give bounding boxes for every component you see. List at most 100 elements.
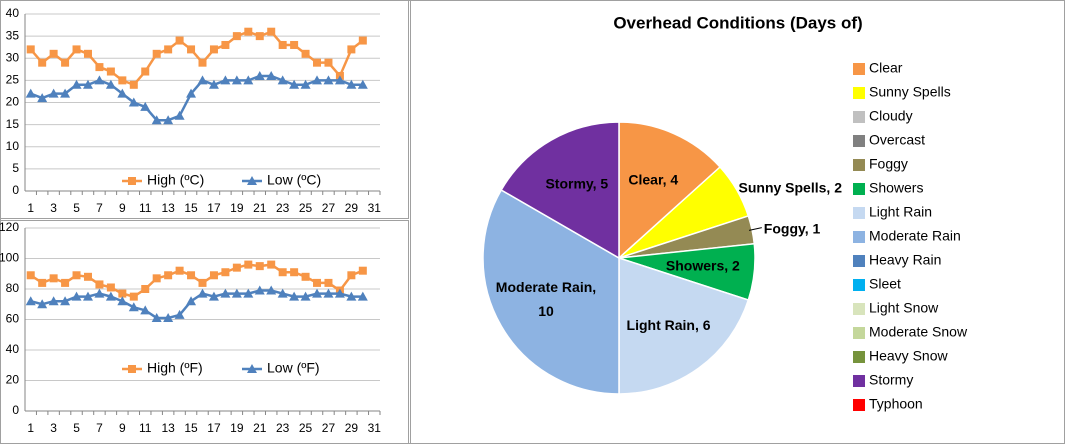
y-tick-label: 0 — [12, 403, 19, 417]
marker — [209, 271, 218, 280]
legend-swatch — [853, 303, 865, 315]
marker — [128, 97, 139, 107]
x-tick-label: 7 — [96, 201, 103, 215]
marker — [266, 285, 277, 295]
marker — [94, 75, 105, 85]
marker — [72, 271, 81, 280]
marker — [255, 32, 264, 41]
marker — [26, 271, 35, 280]
marker — [247, 364, 257, 373]
marker — [300, 79, 311, 89]
marker — [300, 291, 311, 301]
marker — [323, 75, 334, 85]
marker — [25, 296, 36, 306]
x-tick-label: 17 — [207, 201, 221, 215]
marker — [117, 296, 128, 306]
marker — [163, 115, 174, 125]
marker — [301, 272, 310, 281]
x-tick-label: 21 — [253, 421, 267, 435]
y-tick-label: 15 — [6, 117, 20, 131]
x-tick-label: 9 — [119, 421, 126, 435]
marker — [244, 260, 253, 269]
data-label: Light Rain, 6 — [627, 317, 711, 333]
marker — [129, 292, 138, 301]
marker — [82, 79, 93, 89]
marker — [208, 291, 219, 301]
chart-title: Overhead Conditions (Days of) — [613, 13, 862, 32]
marker — [231, 75, 242, 85]
y-tick-label: 120 — [0, 220, 19, 234]
marker — [61, 278, 70, 287]
marker — [198, 58, 207, 67]
marker — [49, 49, 58, 58]
legend-swatch — [853, 135, 865, 147]
marker — [118, 289, 127, 298]
marker — [290, 268, 299, 277]
x-tick-label: 31 — [368, 421, 382, 435]
x-tick-label: 9 — [119, 201, 126, 215]
leader-line — [748, 227, 762, 231]
y-tick-label: 30 — [6, 50, 20, 64]
marker — [94, 288, 105, 298]
marker — [247, 176, 257, 185]
marker — [324, 278, 333, 287]
legend-swatch — [853, 231, 865, 243]
marker — [255, 262, 264, 271]
panel — [0, 220, 409, 444]
x-tick-label: 29 — [345, 201, 359, 215]
marker — [357, 79, 368, 89]
y-tick-label: 100 — [0, 251, 19, 265]
legend-label: Sunny Spells — [869, 84, 951, 100]
legend-label: Showers — [869, 180, 923, 196]
marker — [38, 278, 47, 287]
marker — [290, 40, 299, 49]
y-tick-label: 40 — [6, 342, 20, 356]
legend-label: Heavy Rain — [869, 252, 941, 268]
legend-swatch — [853, 399, 865, 411]
data-label: Moderate Rain, 10 — [496, 279, 596, 319]
marker — [38, 58, 47, 67]
marker — [164, 271, 173, 280]
marker — [151, 312, 162, 322]
marker — [26, 45, 35, 54]
legend-label: Cloudy — [869, 108, 913, 124]
x-tick-label: 23 — [276, 201, 290, 215]
x-tick-label: 31 — [368, 201, 382, 215]
marker — [267, 260, 276, 269]
marker — [128, 177, 136, 185]
marker — [49, 274, 58, 283]
marker — [267, 27, 276, 36]
x-tick-label: 19 — [230, 201, 244, 215]
marker — [312, 288, 323, 298]
legend-label: Light Snow — [869, 300, 939, 316]
legend-swatch — [853, 327, 865, 339]
marker — [243, 75, 254, 85]
x-tick-label: 27 — [322, 201, 336, 215]
marker — [82, 291, 93, 301]
marker — [48, 296, 59, 306]
marker — [118, 76, 127, 85]
marker — [232, 32, 241, 41]
marker — [358, 36, 367, 45]
marker — [186, 296, 197, 306]
marker — [313, 278, 322, 287]
marker — [60, 88, 71, 98]
marker — [220, 75, 231, 85]
x-tick-label: 5 — [73, 421, 80, 435]
marker — [266, 70, 277, 80]
marker — [174, 309, 185, 319]
marker — [209, 45, 218, 54]
marker — [175, 36, 184, 45]
marker — [61, 58, 70, 67]
y-tick-label: 80 — [6, 281, 20, 295]
legend-swatch — [853, 207, 865, 219]
y-tick-label: 10 — [6, 139, 20, 153]
marker — [151, 115, 162, 125]
x-tick-label: 11 — [139, 421, 152, 435]
y-tick-label: 20 — [6, 95, 20, 109]
x-tick-label: 1 — [27, 201, 34, 215]
legend-label: High (ºF) — [147, 360, 203, 376]
pie-slice — [500, 121, 620, 260]
pie-slice — [618, 256, 750, 395]
